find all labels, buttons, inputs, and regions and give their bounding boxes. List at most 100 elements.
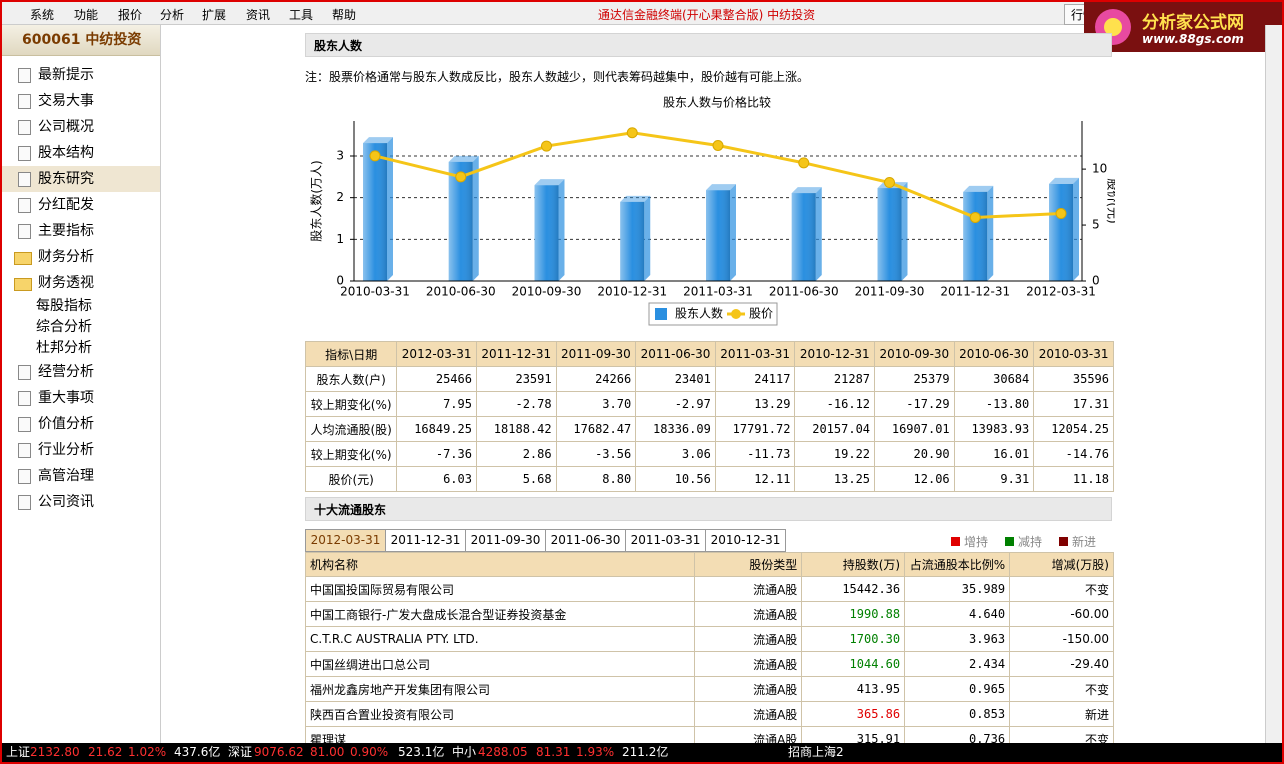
- nav-item[interactable]: 行业分析: [2, 437, 160, 463]
- nav-item[interactable]: 重大事项: [2, 385, 160, 411]
- nav-item[interactable]: 价值分析: [2, 411, 160, 437]
- nav-icon: [18, 172, 31, 187]
- nav-item[interactable]: 杜邦分析: [2, 338, 160, 359]
- nav-label: 股本结构: [38, 145, 94, 161]
- cell: 16.01: [953, 441, 1035, 467]
- nav-item[interactable]: 股本结构: [2, 140, 160, 166]
- nav-item[interactable]: 分红配发: [2, 192, 160, 218]
- cell: -3.56: [555, 441, 637, 467]
- cell: 18188.42: [475, 416, 557, 442]
- table-header: 机构名称 股份类型 持股数(万) 占流通股本比例% 增减(万股): [305, 552, 1114, 577]
- nav-item[interactable]: 每股指标: [2, 296, 160, 317]
- menu-item[interactable]: 功能: [74, 8, 99, 22]
- nav-item[interactable]: 公司资讯: [2, 489, 160, 515]
- scrollbar[interactable]: [1265, 25, 1282, 743]
- cell: 23401: [635, 366, 716, 392]
- status-item: 437.6亿: [174, 745, 221, 759]
- nav-item[interactable]: 主要指标: [2, 218, 160, 244]
- table-row: 福州龙鑫房地产开发集团有限公司 流通A股 413.95 0.965 不变: [305, 676, 1114, 702]
- nav-icon: [18, 68, 31, 83]
- menu-item[interactable]: 分析: [160, 8, 185, 22]
- cell: 35.989: [904, 576, 1011, 602]
- cell: 不变: [1009, 576, 1114, 602]
- nav-item[interactable]: 最新提示: [2, 62, 160, 88]
- nav-item[interactable]: 股东研究: [2, 166, 160, 192]
- status-bar: 上证 2132.80 21.62 1.02% 437.6亿 深证 9076.62 81.00 0…: [2, 743, 1282, 762]
- status-item: 深证: [228, 745, 253, 759]
- bar-side: [644, 195, 651, 281]
- cell: 中国国投国际贸易有限公司: [305, 576, 695, 602]
- bar-side: [387, 137, 393, 281]
- cell: 20157.04: [794, 416, 876, 442]
- nav-item[interactable]: 高管治理: [2, 463, 160, 489]
- cell: 413.95: [801, 676, 906, 702]
- cell: 瞿理谋: [305, 726, 695, 743]
- header-cell: 2010-12-31: [794, 341, 876, 367]
- cell: 12.11: [714, 466, 796, 492]
- nav-icon: [18, 224, 31, 239]
- menu-item[interactable]: 系统: [30, 8, 55, 22]
- legend-swatch: [731, 309, 741, 319]
- cell: 流通A股: [693, 701, 803, 727]
- tab[interactable]: 2011-06-30: [545, 529, 626, 552]
- price-point: [798, 157, 810, 169]
- status-item: 21.62: [88, 745, 123, 759]
- status-item: 上证: [6, 745, 31, 759]
- bar-shine: [791, 193, 816, 281]
- tab[interactable]: 2011-12-31: [385, 529, 466, 552]
- nav-icon: [18, 443, 31, 458]
- legend-swatch: [951, 537, 960, 546]
- nav-item[interactable]: 公司概况: [2, 114, 160, 140]
- menu-item[interactable]: 报价: [118, 8, 143, 22]
- bar-shine: [877, 188, 902, 281]
- header-cell: 2010-03-31: [1033, 341, 1114, 367]
- cell: 7.95: [396, 391, 477, 417]
- tab[interactable]: 2011-09-30: [465, 529, 546, 552]
- nav-icon: [18, 469, 31, 484]
- nav-item[interactable]: 财务分析: [2, 244, 160, 270]
- bar-shine: [534, 185, 559, 281]
- cell: -14.76: [1033, 441, 1114, 467]
- legend-label: 新进: [1072, 535, 1097, 549]
- cell: 5.68: [475, 466, 557, 492]
- status-item: 211.2亿: [622, 745, 669, 759]
- table-row: 中国国投国际贸易有限公司 流通A股 15442.36 35.989 不变: [305, 576, 1114, 602]
- table-row: 人均流通股(股) 16849.25 18188.42 17682.47 18336.09…: [304, 416, 1114, 442]
- nav-item[interactable]: 财务透视: [2, 270, 160, 296]
- nav-list: 最新提示 交易大事 公司概况股本结构股东研究 分红配发 主要指标 财务分析 财务透视 每股指标…: [2, 56, 160, 515]
- y2-tick-label: 0: [1092, 274, 1100, 288]
- nav-icon: [18, 146, 31, 161]
- nav-icon: [18, 94, 31, 109]
- x-tick-label: 2011-09-30: [855, 285, 925, 299]
- nav-item[interactable]: 经营分析: [2, 359, 160, 385]
- price-point: [541, 140, 552, 152]
- nav-item[interactable]: 综合分析: [2, 317, 160, 338]
- logo-name: 分析家公式网: [1142, 13, 1244, 33]
- cell: 流通A股: [693, 726, 803, 743]
- menu-item[interactable]: 扩展: [202, 8, 227, 22]
- chart-title: 股东人数与价格比较: [663, 95, 771, 110]
- price-point: [369, 150, 381, 162]
- tab[interactable]: 2012-03-31: [305, 529, 386, 552]
- nav-item[interactable]: 交易大事: [2, 88, 160, 114]
- tab[interactable]: 2011-03-31: [625, 529, 706, 552]
- tab[interactable]: 2010-12-31: [705, 529, 786, 552]
- cell: -2.78: [475, 391, 557, 417]
- cell: 0.965: [904, 676, 1011, 702]
- cell: -2.97: [635, 391, 716, 417]
- table-row: 较上期变化(%) 7.95 -2.78 3.70 -2.97 13.29 -16.12 -17…: [304, 391, 1114, 417]
- bar-shine: [1049, 183, 1073, 281]
- header-cell: 持股数(万): [801, 552, 906, 577]
- menu-item[interactable]: 帮助: [332, 8, 357, 22]
- cell: 20.90: [874, 441, 955, 467]
- cell: -17.29: [874, 391, 955, 417]
- cell: 16849.25: [396, 416, 477, 442]
- menu-item[interactable]: 资讯: [246, 8, 271, 22]
- row-label: 股东人数(户): [304, 366, 398, 392]
- cell: 4.640: [904, 601, 1011, 627]
- price-point: [1055, 208, 1067, 220]
- menu-item[interactable]: 工具: [289, 8, 314, 22]
- cell: 35596: [1033, 366, 1114, 392]
- cell: 10.56: [635, 466, 716, 492]
- legend-item: 新进: [1059, 533, 1096, 550]
